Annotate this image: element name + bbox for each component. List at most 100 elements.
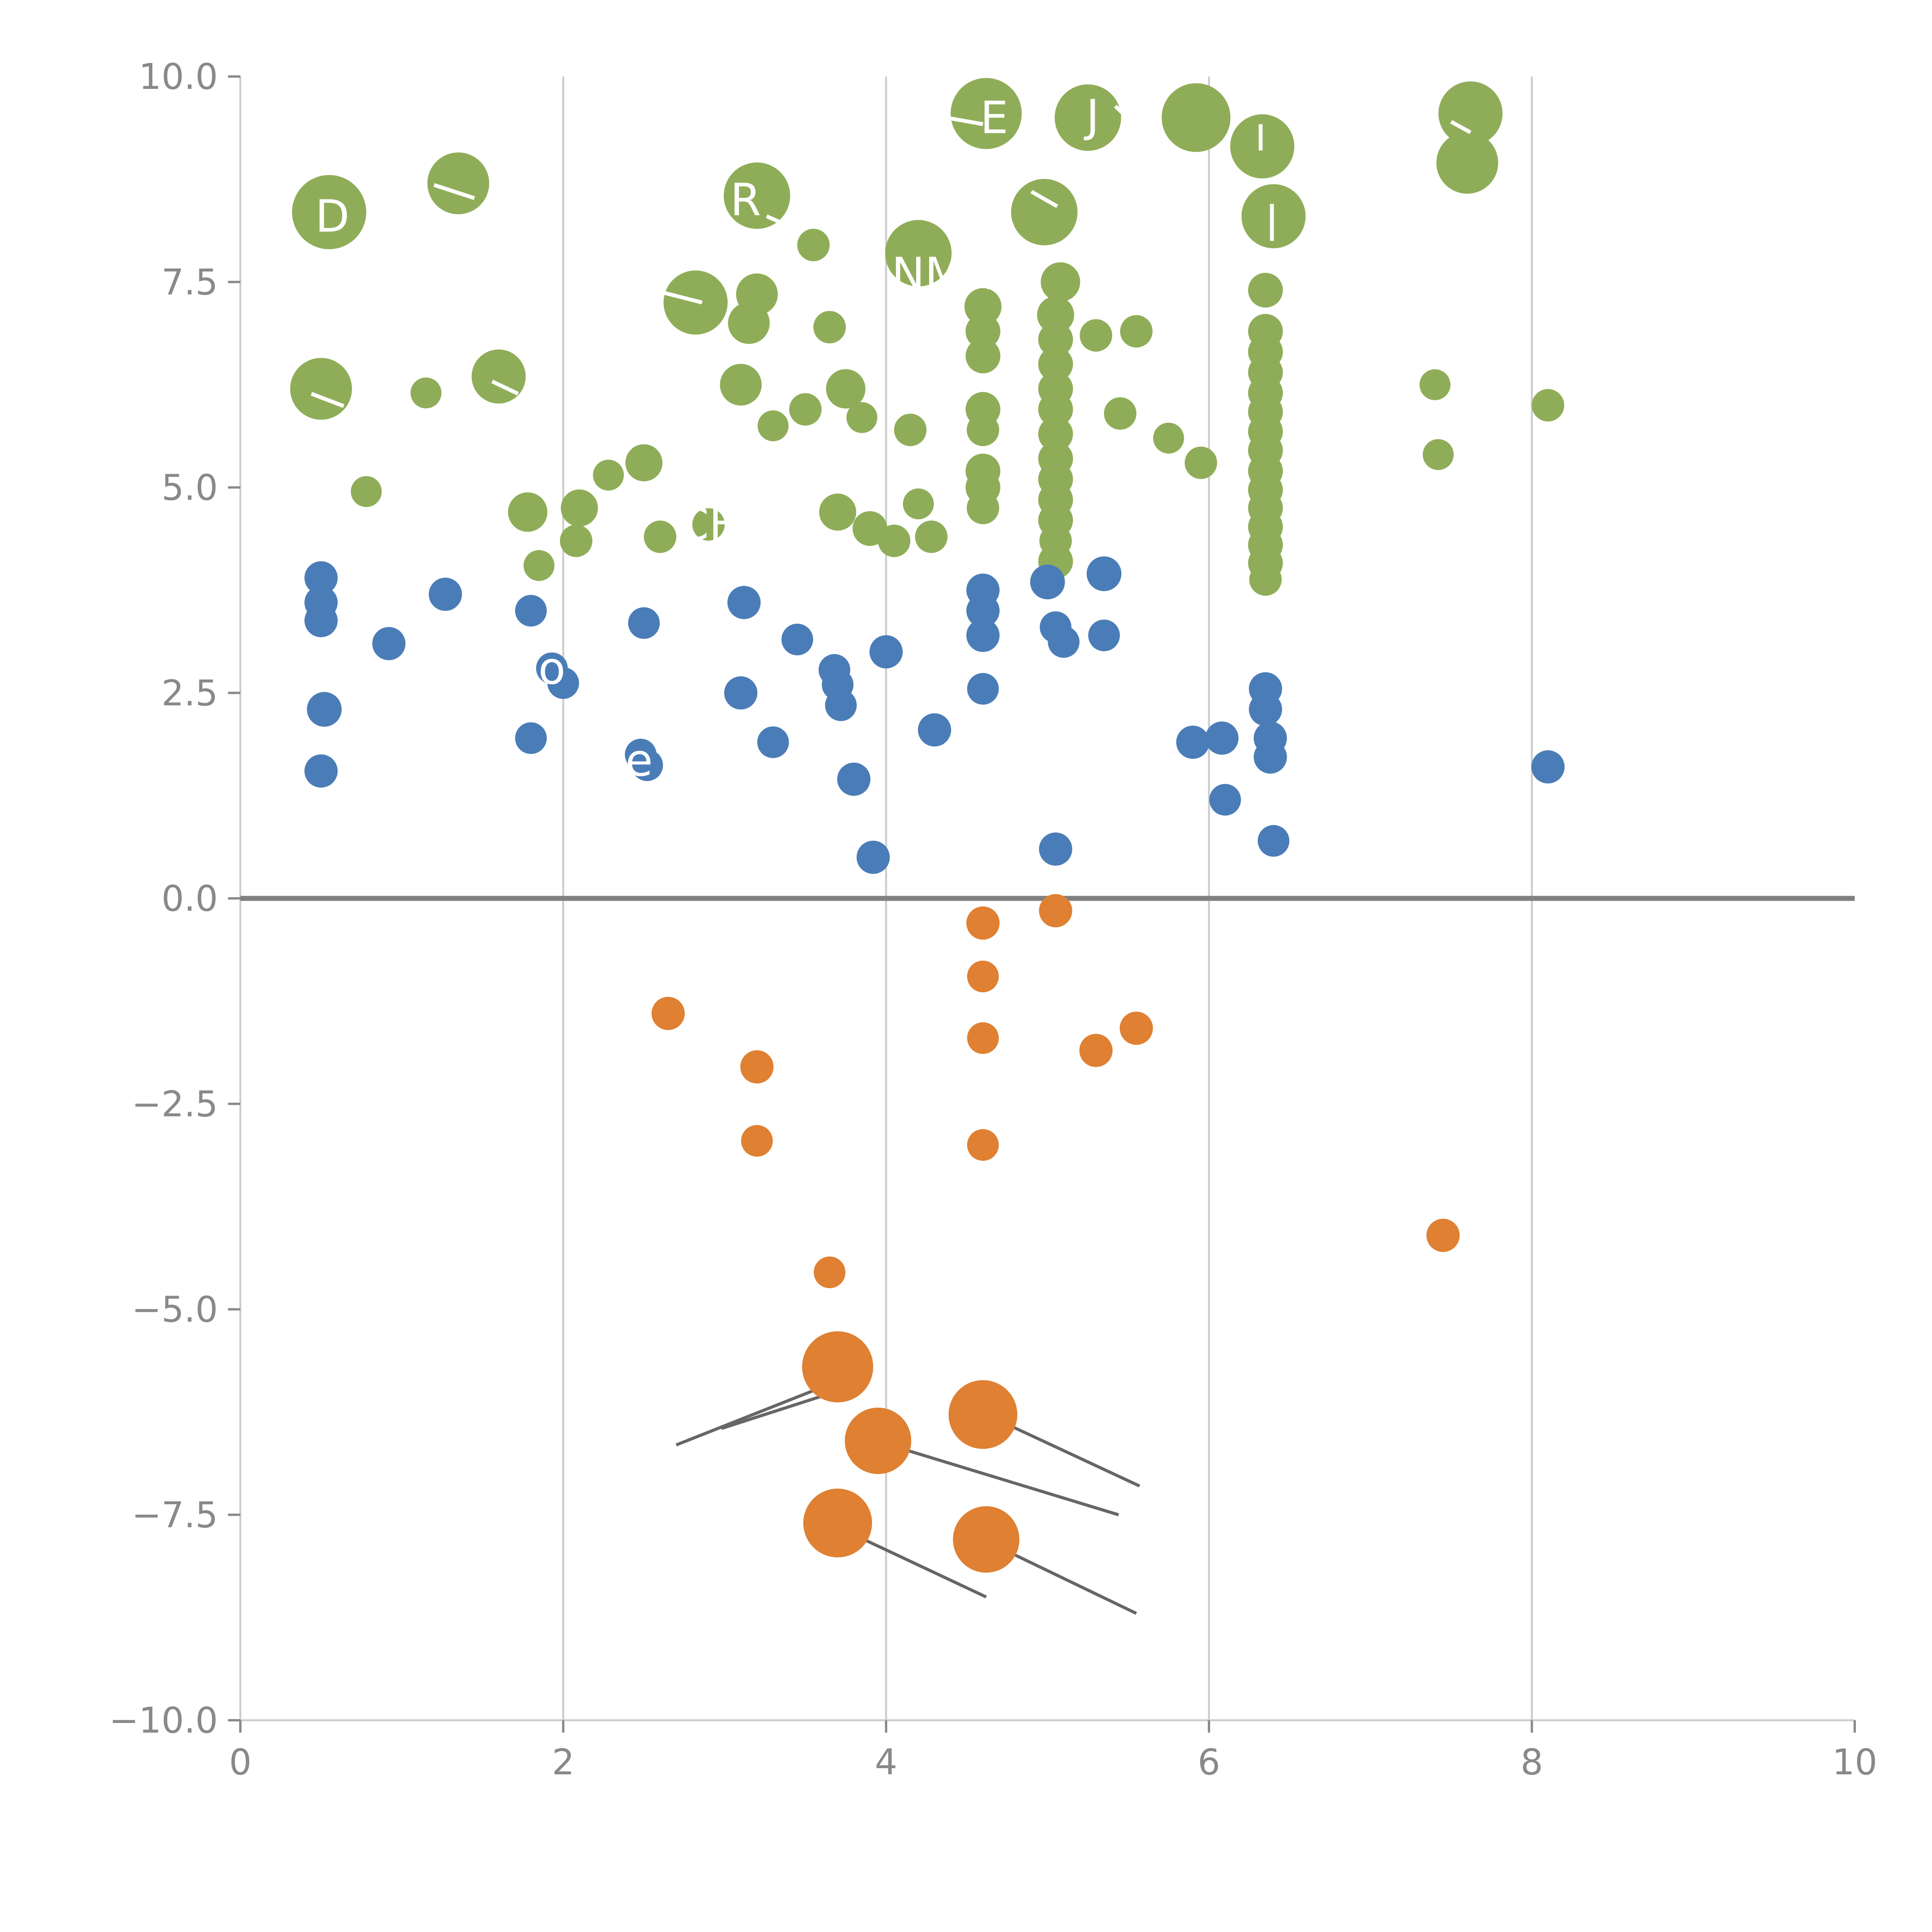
bubble-green [1419, 369, 1451, 400]
bubble-orange [967, 1129, 999, 1161]
bubble-green [1436, 132, 1498, 194]
bubble-green [797, 229, 830, 262]
y-tick-label: 5.0 [162, 467, 218, 509]
bubble-blue [1209, 784, 1241, 816]
bubble-green [1104, 397, 1137, 430]
bubble-green [728, 302, 770, 344]
y-tick-label: 2.5 [162, 672, 218, 714]
bubble-green [593, 459, 624, 491]
bubble-green [1438, 81, 1503, 146]
bubble-blue [1039, 832, 1072, 866]
bubble-green [471, 349, 526, 404]
bubble-green [410, 377, 442, 408]
bubble-label: NMX [891, 248, 993, 300]
bubble-green [1532, 389, 1565, 422]
bubble-orange [1426, 1219, 1460, 1252]
bubble-green [965, 338, 1000, 374]
bubble-blue [304, 561, 338, 595]
bubble-blue [1257, 825, 1289, 857]
x-tick-label: 10 [1832, 1742, 1877, 1783]
bubble-label: J [1084, 90, 1099, 142]
y-tick-label: 10.0 [139, 56, 218, 97]
bubble-label: o [538, 643, 565, 694]
bubble-blue [515, 595, 547, 627]
bubble-green [427, 152, 490, 214]
y-tick-label: −7.5 [132, 1494, 218, 1536]
bubble-blue [631, 749, 663, 781]
bubble-orange [845, 1407, 912, 1474]
bubble-green [1038, 347, 1073, 382]
bubble-green [813, 311, 846, 344]
bubble-blue [1048, 626, 1080, 658]
bubble-green [789, 393, 822, 426]
bubble-green [625, 444, 663, 481]
bubble-green [966, 492, 999, 524]
bubble-blue [429, 578, 462, 611]
bubble-green [644, 520, 677, 553]
bubble-green [1120, 315, 1153, 348]
bubble-orange [967, 961, 999, 993]
y-tick-label: −10.0 [109, 1700, 218, 1741]
bubble-blue [1249, 692, 1282, 726]
bubble-blue [856, 840, 890, 874]
white-annotation-line [1030, 190, 1058, 208]
bubble-green [1041, 262, 1080, 302]
bubble-orange [948, 1380, 1017, 1449]
y-tick-label: 7.5 [162, 262, 218, 303]
bubble-green [561, 489, 598, 527]
bubble-blue [724, 676, 758, 710]
bubble-orange [741, 1125, 773, 1157]
annotation-leader-line [881, 1441, 1119, 1517]
bubble-green [1249, 563, 1282, 596]
bubble-blue [628, 607, 660, 639]
bubble-blue [966, 619, 1000, 652]
bubble-blue [966, 594, 1000, 628]
bubble-green [1162, 83, 1231, 152]
bubble-green [1423, 439, 1454, 470]
bubble-orange [651, 997, 685, 1030]
y-tick-label: −5.0 [132, 1289, 218, 1330]
bubble-green [1038, 392, 1073, 427]
annotation-leader-line [675, 1386, 822, 1447]
bubble-blue [781, 623, 813, 655]
bubble-orange [966, 906, 1000, 940]
bubble-blue [304, 754, 338, 788]
bubble-blue [372, 627, 406, 660]
bubble-blue [307, 692, 342, 727]
bubble-label: G [1208, 192, 1242, 244]
bubble-green [915, 520, 948, 553]
bubble-orange [813, 1256, 845, 1288]
bubble-orange [803, 1488, 872, 1558]
bubble-green [819, 493, 856, 531]
bubble-green [1184, 446, 1217, 479]
bubble-label: CFX [678, 499, 765, 551]
bubble-green [1037, 296, 1074, 333]
bubble-orange [967, 1022, 999, 1054]
bubble-blue [869, 635, 903, 668]
bubble-green [846, 402, 878, 433]
annotation-leader-line [721, 1391, 832, 1430]
bubble-orange [1039, 894, 1072, 927]
bubble-blue [1531, 750, 1565, 784]
bubble-orange [953, 1506, 1020, 1573]
bubble-blue [727, 586, 761, 619]
x-tick-label: 6 [1198, 1742, 1221, 1783]
bubble-blue [757, 726, 789, 758]
x-tick-label: 8 [1520, 1742, 1543, 1783]
bubble-blue [1205, 721, 1239, 755]
bubble-blue [837, 762, 871, 796]
bubble-green [1038, 322, 1073, 357]
white-annotation-line [765, 214, 793, 230]
bubble-green [878, 524, 911, 557]
white-annotation-line [945, 116, 983, 126]
bubble-blue [547, 667, 579, 699]
bubble-green [508, 492, 548, 532]
bubble-green [885, 220, 952, 287]
bubble-blue [825, 689, 857, 721]
x-tick-label: 2 [552, 1742, 575, 1783]
bubble-green [1248, 273, 1283, 308]
bubble-label: E [980, 92, 1009, 144]
bubble-green [290, 358, 352, 420]
